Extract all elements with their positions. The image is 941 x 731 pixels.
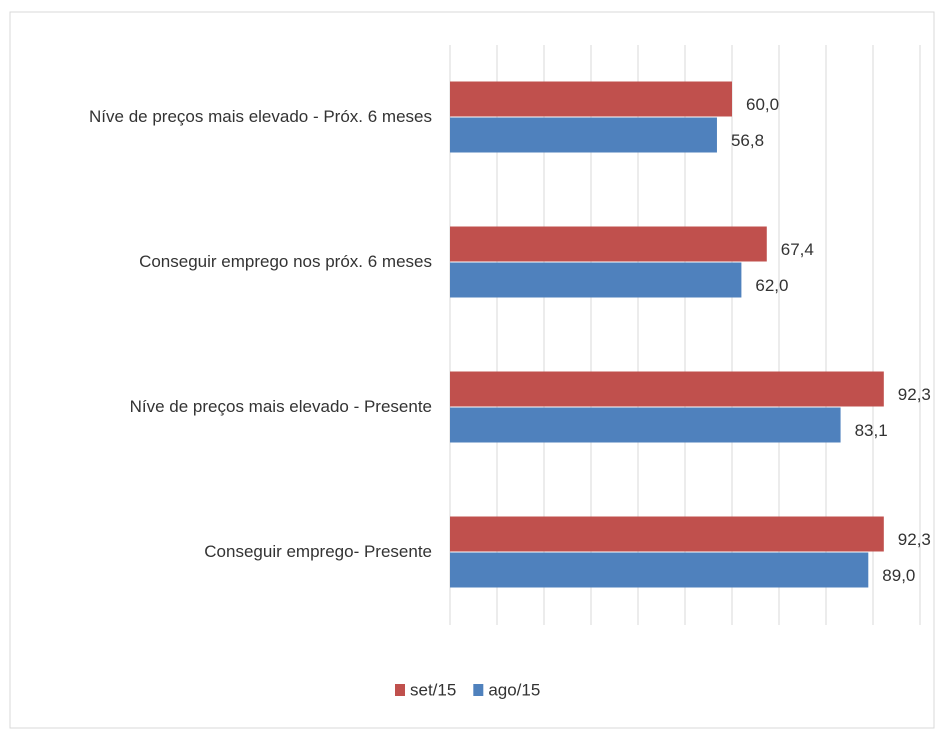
bar: [450, 371, 884, 407]
value-label: 56,8: [731, 131, 764, 150]
bar: [450, 516, 884, 552]
bar: [450, 226, 767, 262]
category-label: Conseguir emprego nos próx. 6 meses: [139, 252, 432, 271]
category-label: Níve de preços mais elevado - Próx. 6 me…: [89, 107, 432, 126]
legend-label: set/15: [410, 680, 456, 699]
value-label: 83,1: [855, 421, 888, 440]
category-label: Níve de preços mais elevado - Presente: [130, 397, 432, 416]
value-label: 92,3: [898, 385, 931, 404]
bar: [450, 81, 732, 117]
legend-swatch: [473, 684, 484, 696]
bar: [450, 407, 841, 443]
bar: [450, 552, 869, 588]
legend-swatch: [395, 684, 405, 696]
value-label: 60,0: [746, 95, 779, 114]
value-label: 89,0: [882, 566, 915, 585]
value-label: 92,3: [898, 530, 931, 549]
bar: [450, 117, 717, 153]
value-label: 67,4: [781, 240, 814, 259]
bar: [450, 262, 742, 298]
value-label: 62,0: [755, 276, 788, 295]
legend-label: ago/15: [488, 680, 540, 699]
category-label: Conseguir emprego- Presente: [204, 542, 432, 561]
